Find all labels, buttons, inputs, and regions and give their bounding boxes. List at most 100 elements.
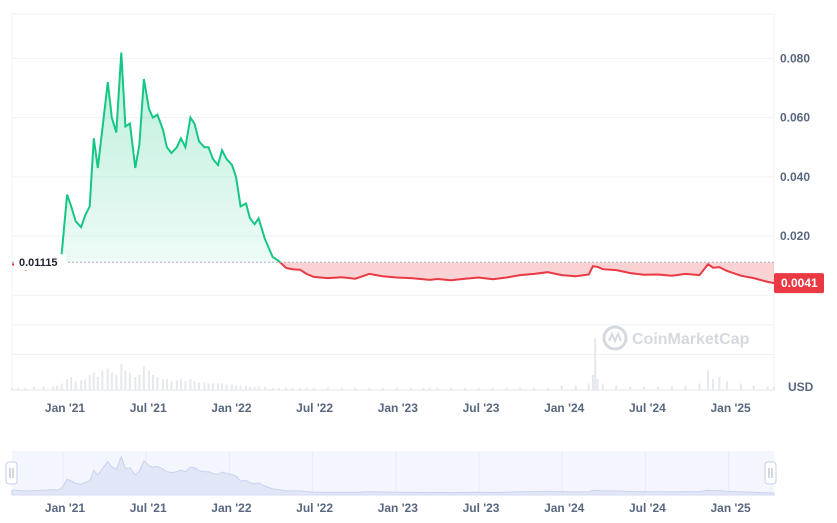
volume-bar xyxy=(740,383,743,390)
navigator-left-handle-box[interactable] xyxy=(5,461,18,485)
volume-bar xyxy=(670,386,673,390)
volume-bar xyxy=(615,385,618,390)
volume-bar xyxy=(216,383,219,390)
navigator-left-handle[interactable] xyxy=(5,461,18,485)
volume-bar xyxy=(197,382,200,390)
volume-bar xyxy=(17,387,20,390)
volume-bar xyxy=(299,387,302,390)
volume-bar xyxy=(235,385,238,390)
watermark: CoinMarketCap xyxy=(602,325,750,351)
volume-bar xyxy=(594,338,597,390)
volume-bar xyxy=(110,372,113,390)
volume-bar xyxy=(84,379,87,390)
volume-bar xyxy=(120,364,123,390)
volume-bar xyxy=(151,374,154,390)
reference-price-label: 0.01115 xyxy=(14,254,66,271)
volume-bar xyxy=(477,387,480,390)
volume-bar xyxy=(326,387,329,390)
coinmarketcap-logo-mark xyxy=(608,331,622,344)
volume-bar xyxy=(381,387,384,390)
volume-bar xyxy=(656,386,659,390)
volume-bar xyxy=(428,387,431,390)
volume-bar xyxy=(707,370,710,390)
volume-bar xyxy=(684,385,687,390)
navigator-right-handle[interactable] xyxy=(764,461,777,485)
volume-bar xyxy=(101,370,104,390)
volume-bar xyxy=(368,387,371,390)
range-navigator[interactable] xyxy=(5,451,777,496)
volume-bar xyxy=(161,379,164,390)
volume-bar xyxy=(409,387,412,390)
x-tick-label: Jul '24 xyxy=(629,401,666,415)
price-line-below[interactable] xyxy=(12,53,774,285)
volume-bar xyxy=(587,383,590,390)
volume-bar xyxy=(138,374,141,390)
navigator-tick-label: Jul '21 xyxy=(130,501,167,515)
volume-bar xyxy=(74,381,77,390)
volume-bar xyxy=(773,386,775,390)
x-tick-label: Jul '23 xyxy=(463,401,500,415)
volume-bar xyxy=(249,386,252,390)
navigator-tick-label: Jul '24 xyxy=(629,501,666,515)
volume-bar xyxy=(752,385,755,390)
volume-bar xyxy=(257,386,260,390)
x-tick-label: Jan '21 xyxy=(45,401,86,415)
volume-bar xyxy=(450,387,453,390)
price-area-below xyxy=(12,262,774,284)
volume-bar xyxy=(436,387,439,390)
volume-bar xyxy=(277,387,280,390)
volume-bar xyxy=(70,377,73,390)
price-area-above xyxy=(12,52,774,263)
volume-bar xyxy=(80,380,83,390)
volume-bar xyxy=(60,383,63,390)
price-line-above[interactable] xyxy=(12,52,774,284)
volume-bar xyxy=(106,368,109,390)
volume-bar xyxy=(184,381,187,390)
volume-bar xyxy=(312,387,315,390)
volume-bar xyxy=(291,387,294,390)
volume-bar xyxy=(340,387,343,390)
volume-bar xyxy=(244,385,247,390)
volume-bar xyxy=(128,372,131,390)
reference-price-text: 0.01115 xyxy=(19,257,58,269)
navigator-grid xyxy=(62,451,730,495)
volume-bar xyxy=(193,381,196,390)
volume-bar xyxy=(395,387,398,390)
volume-bar xyxy=(601,383,604,390)
volume-bar xyxy=(115,374,118,390)
volume-bar xyxy=(712,379,715,390)
navigator-tick-label: Jul '22 xyxy=(296,501,333,515)
volume-bar xyxy=(271,387,274,390)
volume-bar xyxy=(24,387,27,390)
volume-bar xyxy=(560,385,563,390)
volume-bar xyxy=(519,387,522,390)
current-price-text: 0.0041 xyxy=(781,276,818,290)
navigator-area xyxy=(11,455,775,496)
volume-bar xyxy=(505,387,508,390)
volume-bar xyxy=(230,384,233,390)
volume-bar xyxy=(253,386,256,390)
volume-bar xyxy=(263,386,266,390)
navigator-x-axis: Jan '21 Jul '21 Jan '22 Jul '22 Jan '23 Jul '… xyxy=(45,501,751,515)
navigator-tick-label: Jan '22 xyxy=(211,501,252,515)
y-tick-label: 0.020 xyxy=(780,229,810,243)
volume-bar xyxy=(147,370,150,390)
navigator-tick-label: Jan '23 xyxy=(378,501,419,515)
x-tick-label: Jan '24 xyxy=(544,401,585,415)
x-tick-label: Jan '23 xyxy=(378,401,419,415)
navigator-right-handle-box[interactable] xyxy=(764,461,777,485)
volume-bar xyxy=(96,377,99,390)
volume-bar xyxy=(170,381,173,390)
volume-bar xyxy=(574,385,577,390)
volume-bar xyxy=(212,383,215,390)
volume-bar xyxy=(33,386,36,390)
volume-bar xyxy=(42,386,45,390)
volume-bar xyxy=(491,387,494,390)
volume-bar xyxy=(422,387,425,390)
volume-bars xyxy=(11,338,775,390)
reference-price-label-bg xyxy=(14,254,66,271)
x-tick-label: Jul '22 xyxy=(296,401,333,415)
volume-bar xyxy=(698,383,701,390)
volume-bar xyxy=(629,386,632,390)
